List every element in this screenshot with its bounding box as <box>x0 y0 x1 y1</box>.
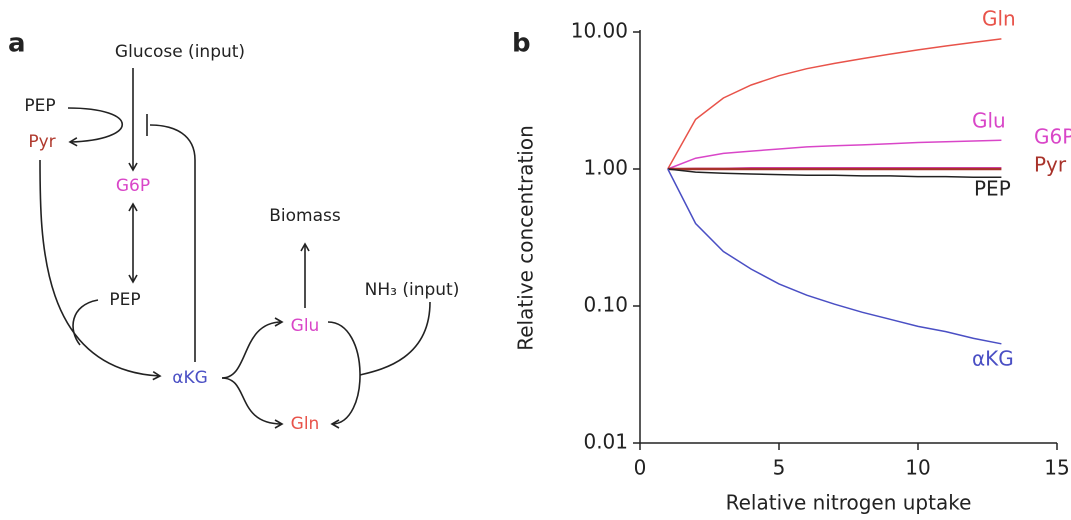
series-label: αKG <box>972 347 1014 371</box>
series-line <box>667 168 1002 179</box>
node: Pyr <box>28 132 55 152</box>
node: Glucose (input) <box>115 42 245 62</box>
arrows <box>39 68 431 429</box>
x-tick-label: 10 <box>905 456 930 480</box>
x-axis-label: Relative nitrogen uptake <box>726 491 972 515</box>
x-tick-label: 15 <box>1044 456 1069 480</box>
x-tick-label: 5 <box>773 456 786 480</box>
node: Biomass <box>269 206 341 226</box>
series-line <box>667 38 1002 170</box>
x-tick-label: 0 <box>634 456 647 480</box>
y-tick-label: 1.00 <box>583 156 628 180</box>
panel-label: b <box>512 29 531 59</box>
y-tick-label: 0.01 <box>583 430 628 454</box>
panel-label: a <box>8 29 26 59</box>
series-label: Pyr <box>1034 153 1067 177</box>
series-label: Glu <box>972 109 1006 133</box>
node: PEP <box>24 96 55 116</box>
series-label: PEP <box>974 177 1011 201</box>
node: αKG <box>172 368 208 388</box>
series-line <box>667 168 1002 345</box>
node: G6P <box>116 176 150 196</box>
y-tick-label: 10.00 <box>571 19 628 43</box>
y-tick-label: 0.10 <box>583 293 628 317</box>
node: Gln <box>291 414 320 434</box>
y-axis-label: Relative concentration <box>514 125 538 351</box>
series-line <box>667 139 1002 170</box>
node: Glu <box>291 316 320 336</box>
series-label: Gln <box>982 7 1016 31</box>
node: PEP <box>109 290 140 310</box>
node: NH₃ (input) <box>365 280 460 300</box>
diagram: a Glucose (input) PEP Pyr G6P PEP αKG Bi… <box>8 29 459 435</box>
series-label: G6P <box>1034 125 1071 149</box>
